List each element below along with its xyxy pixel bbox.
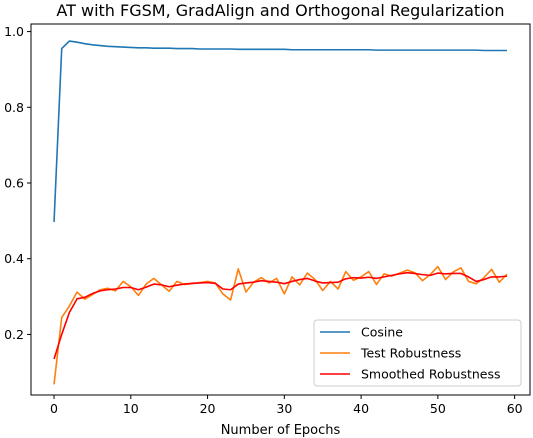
- chart-title: AT with FGSM, GradAlign and Orthogonal R…: [56, 1, 504, 20]
- x-axis-ticks: 0 10 20 30 40 50 60: [50, 395, 523, 416]
- y-tick-label: 0.4: [4, 251, 24, 266]
- x-tick-label: 40: [353, 401, 369, 416]
- legend-label-smoothed-robustness: Smoothed Robustness: [361, 367, 501, 382]
- y-tick-label: 0.8: [4, 100, 24, 115]
- x-tick-label: 60: [507, 401, 523, 416]
- plot-lines: [53, 40, 508, 385]
- x-tick-label: 50: [430, 401, 446, 416]
- legend-box: [313, 319, 522, 387]
- plot-frame: [30, 23, 531, 396]
- y-tick-label: 0.6: [4, 176, 24, 191]
- legend-label-test-robustness: Test Robustness: [360, 346, 461, 361]
- series-line-test-robustness: [53, 265, 508, 385]
- legend: Cosine Test Robustness Smoothed Robustness: [313, 319, 522, 387]
- x-tick-label: 30: [276, 401, 292, 416]
- x-tick-label: 0: [50, 401, 58, 416]
- y-axis-ticks: 0.2 0.4 0.6 0.8 1.0: [4, 24, 31, 342]
- legend-label-cosine: Cosine: [361, 325, 403, 340]
- y-tick-label: 1.0: [4, 24, 24, 39]
- x-tick-label: 10: [123, 401, 139, 416]
- x-tick-label: 20: [200, 401, 216, 416]
- x-axis-label: Number of Epochs: [221, 423, 341, 438]
- series-line-cosine: [53, 40, 507, 223]
- series-line-smoothed-robustness: [53, 271, 508, 360]
- legend-entries: Cosine Test Robustness Smoothed Robustness: [320, 325, 501, 382]
- y-tick-label: 0.2: [4, 327, 24, 342]
